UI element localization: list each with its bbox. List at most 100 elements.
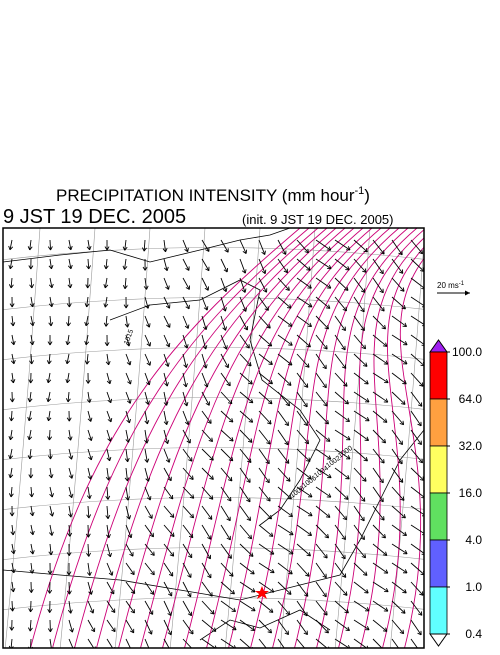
wind-arrow [297,240,309,253]
wind-arrow [373,278,383,293]
wind-arrow [335,563,346,577]
wind-arrow [164,563,173,576]
colorbar-label: 32.0 [459,439,483,453]
wind-arrow [183,449,192,461]
title: PRECIPITATION INTENSITY (mm hour-1) [56,185,370,205]
wind-arrow [354,563,367,575]
wind-arrow [392,278,404,291]
wind-arrow [354,601,369,611]
wind-arrow [411,392,422,406]
wind-arrow [183,487,194,498]
wind-arrow [202,525,211,539]
wind-arrow [88,544,89,556]
wind-arrow [278,430,288,445]
wind-arrow [354,430,369,441]
wind-arrow [240,449,251,463]
wind-arrow [259,563,274,573]
wind-arrow [316,525,329,538]
wind-arrow [335,335,345,350]
wind-arrow [354,259,366,272]
wind-arrow [316,430,330,441]
wind-arrow [354,335,366,349]
wind-arrow [126,563,134,575]
wind-arrow [221,601,236,612]
wind-arrow [373,601,388,611]
wind-arrow [354,392,369,402]
wind-arrow [411,411,421,426]
wind-arrow [259,525,273,536]
wind-arrow [278,506,293,517]
wind-arrow [183,601,191,616]
wind-arrow [297,259,310,270]
wind-arrow [221,430,233,441]
wind-arrow [221,525,230,540]
wind-arrow [240,601,255,611]
wind-arrow [240,620,255,631]
wind-arrow [145,582,154,595]
wind-arrow [335,506,347,520]
wind-arrow [297,601,307,616]
wind-arrow [240,316,247,330]
wind-arrow [297,563,309,576]
wind-arrow [373,373,388,383]
wind-arrow [240,373,252,384]
wind-arrow [278,335,292,345]
colorbar-label: 64.0 [459,392,483,406]
wind-arrow [392,563,407,573]
wind-arrow [202,449,213,460]
wind-arrow [392,392,405,404]
lat-line [0,548,430,561]
wind-arrow [373,430,386,443]
wind-arrow [411,240,423,254]
coastline [3,228,424,640]
wind-arrow [354,297,364,312]
lon-line [280,228,315,650]
isobar [294,228,408,650]
wind-arrow [411,620,421,635]
wind-arrow [202,411,211,423]
wind-arrow [259,506,272,519]
colorbar-segment [430,446,447,493]
wind-arrow [335,297,347,311]
wind-arrow [202,468,213,479]
wind-arrow [259,430,270,444]
wind-arrow [259,316,270,328]
wind-arrow [164,582,172,596]
wind-arrow [392,335,407,345]
wind-arrow [335,601,348,613]
wind-arrow [392,620,404,634]
wind-arrow [221,582,234,594]
contour-label: 1015 [123,329,135,346]
wind-arrow [354,582,368,593]
wind-arrow [278,259,288,273]
wind-arrow [392,487,404,500]
wind-arrow [392,468,403,482]
colorbar: 100.064.032.016.04.01.00.4 [430,340,482,646]
wind-arrow [373,468,383,483]
wind-arrow [335,316,345,331]
wind-arrow [50,240,51,250]
wind-arrow [183,506,194,518]
wind-arrow [221,506,230,521]
isobar [118,228,336,650]
lat-line [0,298,430,311]
wind-arrow [259,411,271,424]
wind-arrow [240,392,253,403]
wind-arrow [354,411,369,421]
wind-arrow [373,316,386,329]
wind-arrow [69,582,70,594]
wind-arrow [183,544,192,558]
wind-arrow [316,563,326,578]
wind-arrow [316,240,331,250]
lon-line [115,228,150,650]
wind-arrow [373,487,383,502]
colorbar-top [430,340,447,352]
wind-arrow [316,506,330,517]
wind-arrow [259,601,273,612]
colorbar-label: 1.0 [465,580,482,594]
wind-arrow [335,487,348,499]
wind-arrow [259,354,272,365]
wind-arrow [278,582,291,594]
